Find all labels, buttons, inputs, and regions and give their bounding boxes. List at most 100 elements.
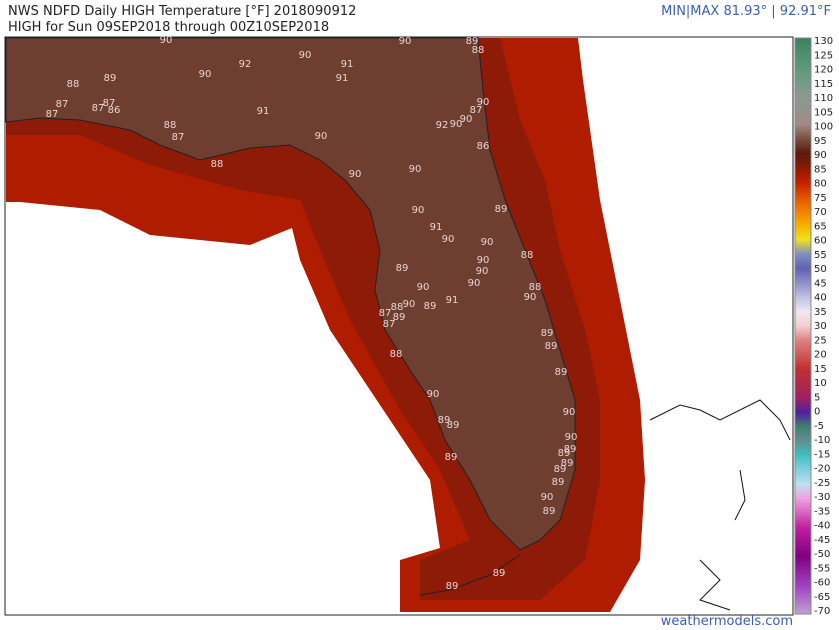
station-label: 90 bbox=[160, 35, 173, 46]
colorbar-label: 115 bbox=[814, 79, 833, 90]
station-label: 89 bbox=[445, 452, 458, 463]
station-label: 88 bbox=[529, 282, 542, 293]
station-label: 89 bbox=[493, 568, 506, 579]
station-label: 88 bbox=[390, 349, 403, 360]
colorbar-label: 70 bbox=[814, 207, 827, 218]
colorbar-label: 20 bbox=[814, 350, 827, 361]
station-label: 90 bbox=[412, 205, 425, 216]
colorbar-label: 35 bbox=[814, 307, 827, 318]
station-label: 91 bbox=[446, 295, 459, 306]
station-label: 88 bbox=[67, 79, 80, 90]
bahamas bbox=[734, 469, 746, 521]
station-label: 90 bbox=[524, 292, 537, 303]
station-label: 89 bbox=[495, 204, 508, 215]
colorbar-label: -70 bbox=[814, 606, 830, 616]
station-label: 89 bbox=[393, 312, 406, 323]
colorbar-label: 65 bbox=[814, 221, 827, 232]
colorbar-label: -15 bbox=[814, 449, 830, 460]
colorbar-label: -65 bbox=[814, 592, 830, 603]
colorbar-label: 55 bbox=[814, 250, 827, 261]
colorbar bbox=[794, 37, 812, 615]
station-label: 89 bbox=[466, 36, 479, 47]
bahamas bbox=[699, 559, 731, 611]
map: 1301251201151101051009590858075706560555… bbox=[4, 35, 833, 616]
colorbar-label: -10 bbox=[814, 435, 830, 446]
colorbar-label: -55 bbox=[814, 563, 830, 574]
station-label: 89 bbox=[541, 328, 554, 339]
colorbar-label: 10 bbox=[814, 378, 827, 389]
subtitle: HIGH for Sun 09SEP2018 through 00Z10SEP2… bbox=[8, 20, 330, 35]
station-label: 90 bbox=[199, 69, 212, 80]
station-label: 92 bbox=[436, 120, 449, 131]
colorbar-label: -40 bbox=[814, 521, 830, 532]
station-label: 90 bbox=[399, 36, 412, 47]
keys bbox=[419, 554, 521, 596]
colorbar-label: -20 bbox=[814, 464, 830, 475]
land bbox=[5, 37, 576, 551]
station-label: 88 bbox=[164, 120, 177, 131]
station-label: 90 bbox=[349, 169, 362, 180]
colorbar-label: -45 bbox=[814, 535, 830, 546]
station-label: 89 bbox=[545, 341, 558, 352]
station-label: 89 bbox=[447, 420, 460, 431]
station-label: 87 bbox=[172, 132, 185, 143]
station-label: 87 bbox=[92, 103, 105, 114]
station-label: 89 bbox=[543, 506, 556, 517]
station-label: 88 bbox=[521, 250, 534, 261]
station-label: 90 bbox=[403, 299, 416, 310]
station-label: 88 bbox=[391, 302, 404, 313]
station-label: 86 bbox=[477, 141, 490, 152]
colorbar-label: 125 bbox=[814, 50, 833, 61]
station-label: 90 bbox=[442, 234, 455, 245]
colorbar-label: -30 bbox=[814, 492, 830, 503]
station-label: 90 bbox=[427, 389, 440, 400]
station-label: 90 bbox=[299, 50, 312, 61]
station-label: 90 bbox=[315, 131, 328, 142]
credit: weathermodels.com bbox=[660, 614, 793, 629]
colorbar-label: 95 bbox=[814, 136, 827, 147]
colorbar-label: -50 bbox=[814, 549, 830, 560]
station-label: 90 bbox=[563, 407, 576, 418]
station-label: 90 bbox=[460, 114, 473, 125]
station-label: 88 bbox=[211, 159, 224, 170]
station-label: 89 bbox=[555, 367, 568, 378]
station-label: 90 bbox=[481, 237, 494, 248]
station-label: 90 bbox=[468, 278, 481, 289]
station-label: 91 bbox=[336, 73, 349, 84]
station-label: 89 bbox=[424, 301, 437, 312]
colorbar-label: 90 bbox=[814, 150, 827, 161]
station-label: 92 bbox=[239, 59, 252, 70]
colorbar-label: -25 bbox=[814, 478, 830, 489]
colorbar-label: 130 bbox=[814, 36, 833, 47]
station-label: 90 bbox=[541, 492, 554, 503]
station-label: 91 bbox=[257, 106, 270, 117]
colorbar-label: 50 bbox=[814, 264, 827, 275]
station-label: 87 bbox=[56, 99, 69, 110]
station-label: 89 bbox=[552, 477, 565, 488]
station-label: 87 bbox=[470, 105, 483, 116]
colorbar-label: 120 bbox=[814, 65, 833, 76]
colorbar-label: 5 bbox=[814, 392, 820, 403]
station-label: 90 bbox=[477, 255, 490, 266]
colorbar-label: -35 bbox=[814, 506, 830, 517]
station-label: 89 bbox=[554, 464, 567, 475]
station-label: 89 bbox=[446, 581, 459, 592]
colorbar-label: 45 bbox=[814, 278, 827, 289]
colorbar-label: 60 bbox=[814, 236, 827, 247]
colorbar-label: 110 bbox=[814, 93, 833, 104]
colorbar-label: 0 bbox=[814, 407, 820, 418]
colorbar-label: 75 bbox=[814, 193, 827, 204]
colorbar-label: 100 bbox=[814, 122, 833, 133]
station-label: 87 bbox=[383, 319, 396, 330]
colorbar-label: -60 bbox=[814, 578, 830, 589]
station-label: 91 bbox=[341, 59, 354, 70]
station-label: 88 bbox=[472, 45, 485, 56]
station-label: 89 bbox=[438, 415, 451, 426]
colorbar-label: 80 bbox=[814, 179, 827, 190]
station-label: 91 bbox=[430, 222, 443, 233]
station-label: 90 bbox=[450, 119, 463, 130]
colorbar-label: 30 bbox=[814, 321, 827, 332]
station-label: 87 bbox=[103, 98, 116, 109]
station-label: 89 bbox=[564, 444, 577, 455]
